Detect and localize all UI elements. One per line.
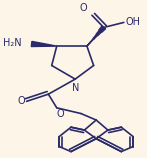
Polygon shape xyxy=(90,39,94,43)
Polygon shape xyxy=(99,26,106,32)
Text: OH: OH xyxy=(126,17,141,27)
Polygon shape xyxy=(96,30,102,36)
Polygon shape xyxy=(87,42,90,46)
Polygon shape xyxy=(93,34,98,39)
Text: O: O xyxy=(79,3,87,13)
Text: O: O xyxy=(57,109,64,118)
Text: N: N xyxy=(72,83,80,93)
Text: O: O xyxy=(17,96,25,106)
Text: H₂N: H₂N xyxy=(3,38,21,48)
Polygon shape xyxy=(31,41,57,47)
